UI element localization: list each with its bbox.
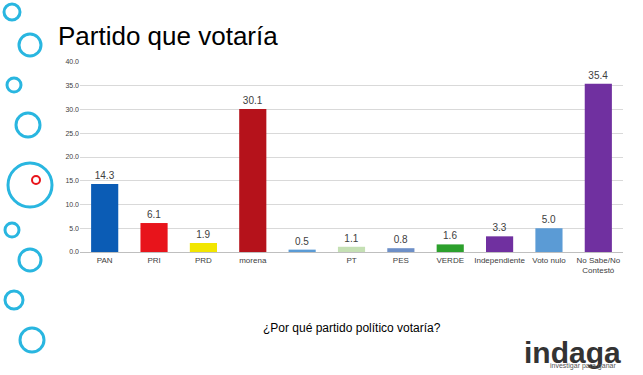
svg-text:1.1: 1.1 <box>344 233 358 244</box>
svg-text:30.0: 30.0 <box>65 106 79 113</box>
svg-text:10.0: 10.0 <box>65 201 79 208</box>
svg-text:morena: morena <box>239 256 267 265</box>
svg-text:Partido que votaría: Partido que votaría <box>58 21 278 51</box>
svg-text:35.0: 35.0 <box>65 82 79 89</box>
svg-text:40.0: 40.0 <box>65 58 79 65</box>
svg-text:3.3: 3.3 <box>492 222 506 233</box>
svg-text:PES: PES <box>393 256 409 265</box>
svg-text:30.1: 30.1 <box>243 95 263 106</box>
svg-text:1.6: 1.6 <box>443 230 457 241</box>
svg-text:No Sabe/NoContestó: No Sabe/NoContestó <box>577 256 621 275</box>
svg-text:PRD: PRD <box>195 256 212 265</box>
svg-text:5.0: 5.0 <box>542 214 556 225</box>
svg-text:Voto nulo: Voto nulo <box>532 256 566 265</box>
svg-text:Independiente: Independiente <box>474 256 525 265</box>
svg-text:1.9: 1.9 <box>196 229 210 240</box>
svg-text:35.4: 35.4 <box>588 70 608 81</box>
svg-text:0.0: 0.0 <box>69 248 79 255</box>
svg-text:6.1: 6.1 <box>147 209 161 220</box>
svg-text:PAN: PAN <box>97 256 113 265</box>
svg-text:VERDE: VERDE <box>436 256 464 265</box>
svg-text:PRI: PRI <box>147 256 160 265</box>
svg-text:0.5: 0.5 <box>295 236 309 247</box>
svg-text:25.0: 25.0 <box>65 130 79 137</box>
svg-text:¿Por qué partido político vota: ¿Por qué partido político votaría? <box>263 321 441 335</box>
svg-text:investigar para ganar: investigar para ganar <box>550 362 616 370</box>
svg-text:indaga: indaga <box>524 336 621 369</box>
svg-text:14.3: 14.3 <box>95 170 115 181</box>
svg-text:5.0: 5.0 <box>69 225 79 232</box>
svg-text:20.0: 20.0 <box>65 153 79 160</box>
svg-text:PT: PT <box>346 256 356 265</box>
svg-text:15.0: 15.0 <box>65 177 79 184</box>
svg-text:0.8: 0.8 <box>394 234 408 245</box>
